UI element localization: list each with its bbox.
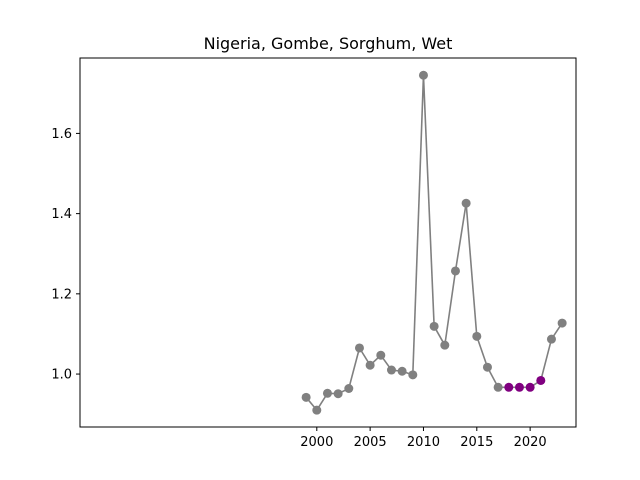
- series-line-segment: [444, 270, 457, 346]
- series-line-segment: [465, 203, 478, 337]
- data-point: [472, 331, 482, 341]
- data-point: [482, 362, 492, 372]
- y-tick-label: 1.2: [51, 287, 72, 302]
- data-point: [461, 198, 471, 208]
- axes: 2000 2005 2010 2015 2020 1.0 1.2 1.4 1.6: [51, 127, 546, 450]
- data-point: [312, 405, 322, 415]
- data-point: [514, 382, 524, 392]
- plot-area: [301, 70, 567, 415]
- data-point: [333, 389, 343, 399]
- data-point: [525, 382, 535, 392]
- data-point: [504, 382, 514, 392]
- data-point: [557, 318, 567, 328]
- series-line-segment: [412, 75, 425, 375]
- data-point: [376, 350, 386, 360]
- y-tick-label: 1.6: [51, 127, 72, 142]
- x-tick-label: 2015: [460, 435, 493, 450]
- data-point: [418, 70, 428, 80]
- data-point: [429, 321, 439, 331]
- data-point: [536, 375, 546, 385]
- x-tick-label: 2020: [514, 435, 547, 450]
- x-tick-label: 2010: [407, 435, 440, 450]
- data-point: [450, 266, 460, 276]
- axes-frame: [79, 57, 577, 428]
- series-line-segment: [476, 336, 489, 368]
- series-line-segment: [540, 338, 553, 381]
- series-line-segment: [348, 347, 361, 389]
- data-point: [408, 370, 418, 380]
- data-point: [546, 334, 556, 344]
- chart-title: Nigeria, Gombe, Sorghum, Wet: [204, 34, 453, 53]
- data-point: [301, 392, 311, 402]
- data-point: [344, 383, 354, 393]
- series-line-segment: [454, 203, 467, 272]
- data-point: [354, 343, 364, 353]
- data-point: [386, 365, 396, 375]
- series-line-segment: [422, 75, 435, 327]
- data-point: [397, 366, 407, 376]
- x-tick-label: 2005: [354, 435, 387, 450]
- x-tick-label: 2000: [300, 435, 333, 450]
- data-point: [322, 388, 332, 398]
- y-tick-label: 1.4: [51, 207, 72, 222]
- y-tick-label: 1.0: [51, 368, 72, 383]
- data-point: [493, 382, 503, 392]
- data-point: [440, 340, 450, 350]
- data-point: [365, 360, 375, 370]
